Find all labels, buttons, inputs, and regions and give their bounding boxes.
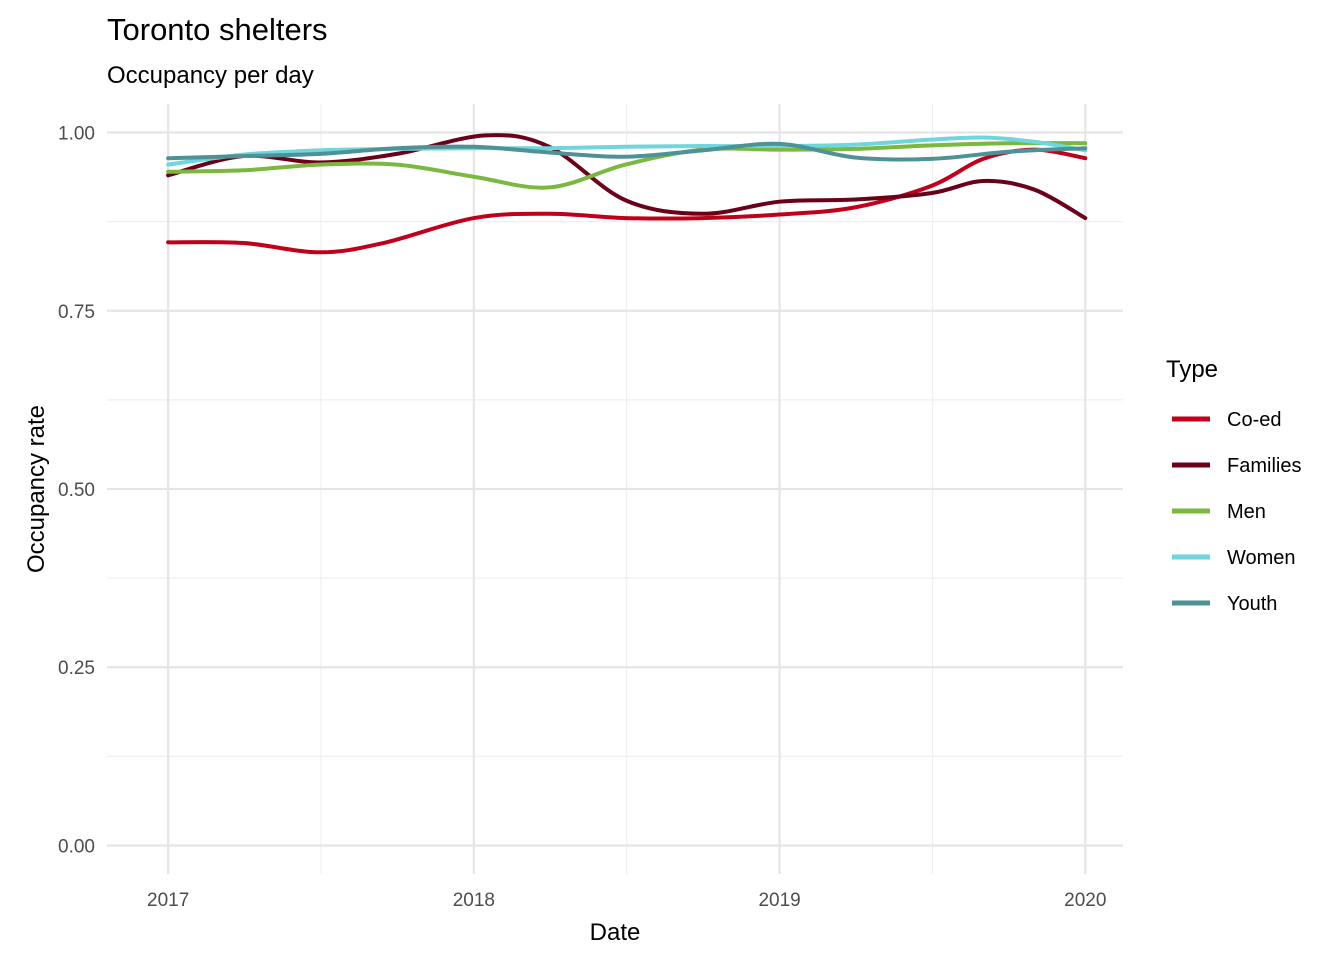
series-line-families: [166, 133, 1088, 221]
series-line-youth: [166, 141, 1088, 162]
y-axis-ticks: 0.00 0.25 0.50 0.75 1.00: [58, 124, 95, 858]
x-tick-label: 2019: [758, 890, 800, 911]
y-axis-title: Occupancy rate: [23, 405, 50, 573]
legend-items: Co-ed Families Men Women Youth: [1172, 409, 1301, 615]
x-tick-label: 2020: [1064, 890, 1106, 911]
series-line-men: [166, 141, 1088, 190]
legend-label-co-ed: Co-ed: [1227, 409, 1281, 431]
y-tick-label: 1.00: [58, 124, 95, 145]
y-tick-label: 0.75: [58, 302, 95, 323]
legend-label-men: Men: [1227, 501, 1266, 523]
y-tick-label: 0.00: [58, 836, 95, 857]
y-tick-label: 0.25: [58, 658, 95, 679]
x-axis-title: Date: [590, 919, 641, 946]
legend-label-youth: Youth: [1227, 593, 1277, 615]
chart-subtitle: Occupancy per day: [107, 62, 314, 89]
series-lines: [166, 133, 1088, 255]
legend-label-women: Women: [1227, 547, 1296, 569]
plot-grid: [107, 104, 1123, 874]
x-tick-label: 2018: [453, 890, 495, 911]
x-axis-ticks: 2017 2018 2019 2020: [147, 890, 1106, 911]
x-tick-label: 2017: [147, 890, 189, 911]
y-tick-label: 0.50: [58, 480, 95, 501]
legend-title: Type: [1166, 356, 1218, 383]
chart-title: Toronto shelters: [107, 12, 328, 47]
legend-label-families: Families: [1227, 455, 1301, 477]
legend: Type Co-ed Families Men Women Youth: [1166, 356, 1301, 615]
series-line-women: [166, 135, 1088, 167]
series-line-co-ed: [166, 147, 1088, 255]
